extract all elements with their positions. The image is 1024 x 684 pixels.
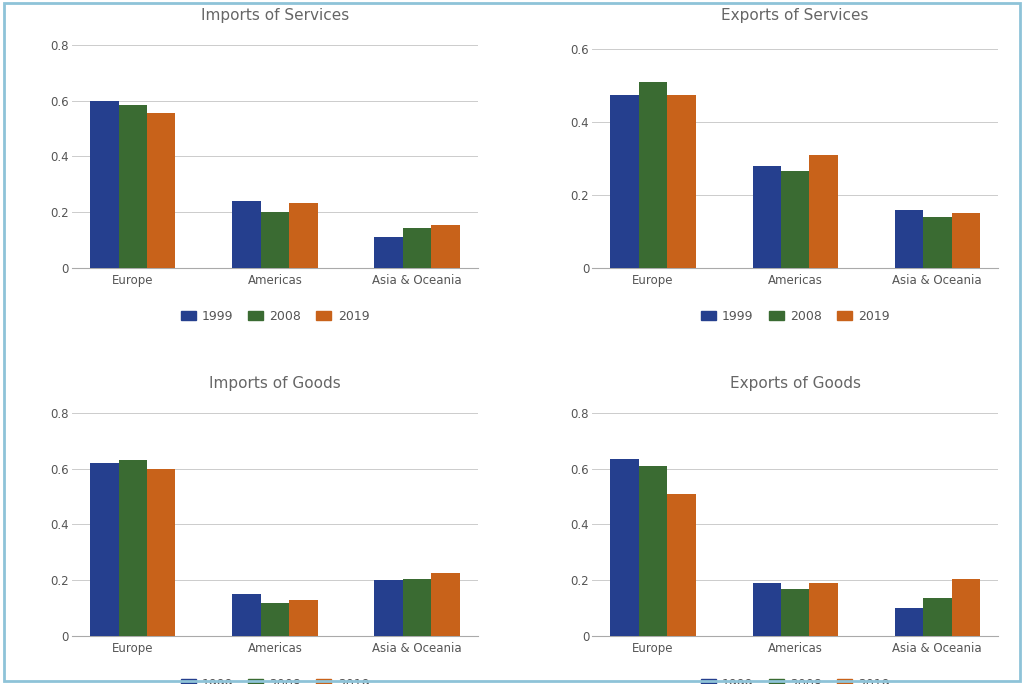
Bar — [951, 579, 980, 636]
Bar — [809, 583, 838, 636]
Bar — [895, 210, 923, 268]
Bar — [119, 460, 147, 636]
Bar — [923, 598, 951, 636]
Bar — [289, 202, 317, 268]
Bar — [402, 228, 431, 268]
Title: Exports of Goods: Exports of Goods — [730, 376, 860, 391]
Bar — [639, 82, 668, 268]
Bar — [90, 101, 119, 268]
Bar — [753, 583, 781, 636]
Title: Imports of Goods: Imports of Goods — [209, 376, 341, 391]
Bar — [147, 469, 175, 636]
Bar — [753, 166, 781, 268]
Bar — [639, 466, 668, 636]
Title: Exports of Services: Exports of Services — [722, 8, 869, 23]
Legend: 1999, 2008, 2019: 1999, 2008, 2019 — [700, 310, 890, 323]
Bar — [668, 94, 695, 268]
Legend: 1999, 2008, 2019: 1999, 2008, 2019 — [180, 310, 370, 323]
Bar — [431, 225, 460, 268]
Bar — [951, 213, 980, 268]
Bar — [431, 573, 460, 636]
Bar — [261, 603, 289, 636]
Bar — [147, 113, 175, 268]
Bar — [668, 494, 695, 636]
Bar — [375, 580, 402, 636]
Bar — [261, 212, 289, 268]
Bar — [289, 600, 317, 636]
Bar — [402, 579, 431, 636]
Bar — [119, 105, 147, 268]
Bar — [232, 201, 261, 268]
Bar — [923, 217, 951, 268]
Bar — [781, 172, 809, 268]
Legend: 1999, 2008, 2019: 1999, 2008, 2019 — [180, 678, 370, 684]
Bar — [375, 237, 402, 268]
Bar — [895, 608, 923, 636]
Bar — [781, 589, 809, 636]
Legend: 1999, 2008, 2019: 1999, 2008, 2019 — [700, 678, 890, 684]
Bar — [232, 594, 261, 636]
Bar — [610, 94, 639, 268]
Bar — [809, 155, 838, 268]
Title: Imports of Services: Imports of Services — [201, 8, 349, 23]
Bar — [610, 459, 639, 636]
Bar — [90, 463, 119, 636]
